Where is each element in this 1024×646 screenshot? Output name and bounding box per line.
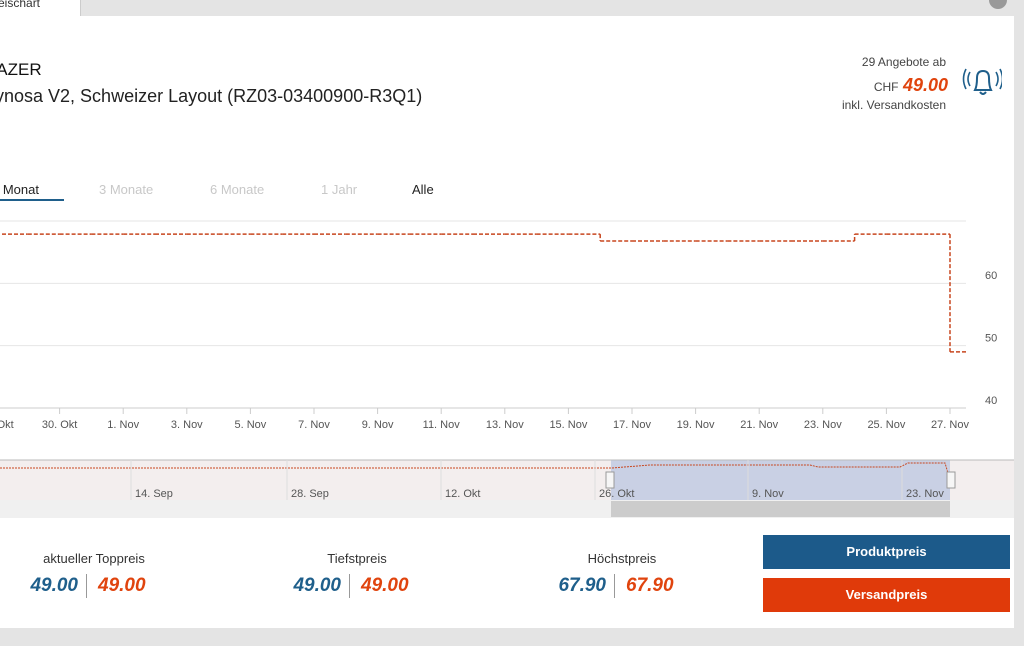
close-button[interactable]: [989, 0, 1007, 9]
x-tick-label: 27. Nov: [931, 419, 969, 431]
x-tick-label: 3. Nov: [171, 419, 203, 431]
x-tick-label: 23. Nov: [804, 419, 842, 431]
navigator-line: [0, 462, 951, 481]
product-value: 49.00: [30, 575, 78, 596]
shipping-price-button[interactable]: Versandpreis: [763, 578, 1010, 612]
x-tick-label: 7. Nov: [298, 419, 330, 431]
product-price-button[interactable]: Produktpreis: [763, 535, 1010, 569]
x-tick-label: 30. Okt: [42, 419, 77, 431]
shipping-value: 49.00: [361, 575, 409, 596]
navigator-handle[interactable]: [946, 471, 956, 489]
shipping-value: 67.90: [626, 575, 674, 596]
offer-count: 29 Angebote ab: [861, 55, 946, 69]
x-tick-label: 9. Nov: [362, 419, 394, 431]
x-tick-label: 1. Nov: [107, 419, 139, 431]
range-option[interactable]: 1 Jahr: [321, 182, 358, 197]
product-value: 49.00: [293, 575, 341, 596]
summary-label: Höchstpreis: [587, 551, 657, 566]
x-tick-label: 21. Nov: [740, 419, 778, 431]
product-name: Cynosa V2, Schweizer Layout (RZ03-034009…: [0, 86, 423, 106]
range-option[interactable]: 6 Monate: [210, 182, 265, 197]
navigator-label: 12. Okt: [445, 488, 480, 500]
x-tick-label: 15. Nov: [549, 419, 587, 431]
summary-label: aktueller Toppreis: [43, 551, 145, 566]
navigator-label: 26. Okt: [599, 488, 634, 500]
chart: 40 50 60 28. Okt 30. Okt 1. Nov 3. Nov 5. Nov 7.…: [0, 220, 1014, 518]
product-value: 67.90: [558, 575, 606, 596]
navigator-label: 9. Nov: [752, 488, 784, 500]
y-tick-label: 60: [985, 270, 997, 282]
navigator-label: 14. Sep: [135, 488, 173, 500]
x-tick-label: 28. Okt: [0, 419, 14, 431]
x-tick-label: 13. Nov: [486, 419, 524, 431]
offer-note: inkl. Versandkosten: [841, 98, 946, 112]
card: [0, 16, 1014, 628]
range-option[interactable]: 1 Monat: [0, 182, 39, 197]
range-underline: [0, 199, 64, 201]
navigator-label: 23. Nov: [906, 488, 944, 500]
brand: RAZER: [0, 60, 42, 79]
separator: [86, 574, 87, 598]
currency: CHF: [873, 80, 899, 94]
separator: [614, 574, 615, 598]
scrollbar-thumb[interactable]: [611, 501, 950, 517]
x-tick-label: 25. Nov: [867, 419, 905, 431]
separator: [349, 574, 350, 598]
range-option[interactable]: Alle: [412, 182, 434, 197]
y-tick-label: 50: [985, 333, 997, 345]
x-tick-label: 11. Nov: [423, 419, 461, 431]
range-option[interactable]: 3 Monate: [99, 182, 154, 197]
alert-bell[interactable]: [962, 64, 1002, 100]
y-tick-label: 40: [985, 395, 997, 407]
navigator-label: 28. Sep: [291, 488, 329, 500]
navigator-selection[interactable]: [611, 460, 950, 500]
x-tick-label: 17. Nov: [613, 419, 651, 431]
price: 49.00: [902, 75, 948, 95]
shipping-value: 49.00: [98, 575, 146, 596]
tab[interactable]: Preischart: [0, 0, 81, 16]
x-tick-label: 5. Nov: [235, 419, 267, 431]
offer-price: CHF 49.00: [874, 75, 948, 96]
navigator-handle[interactable]: [605, 471, 615, 489]
summary-label: Tiefstpreis: [327, 551, 387, 566]
x-tick-label: 19. Nov: [677, 419, 715, 431]
tab-label: Preischart: [0, 0, 41, 10]
